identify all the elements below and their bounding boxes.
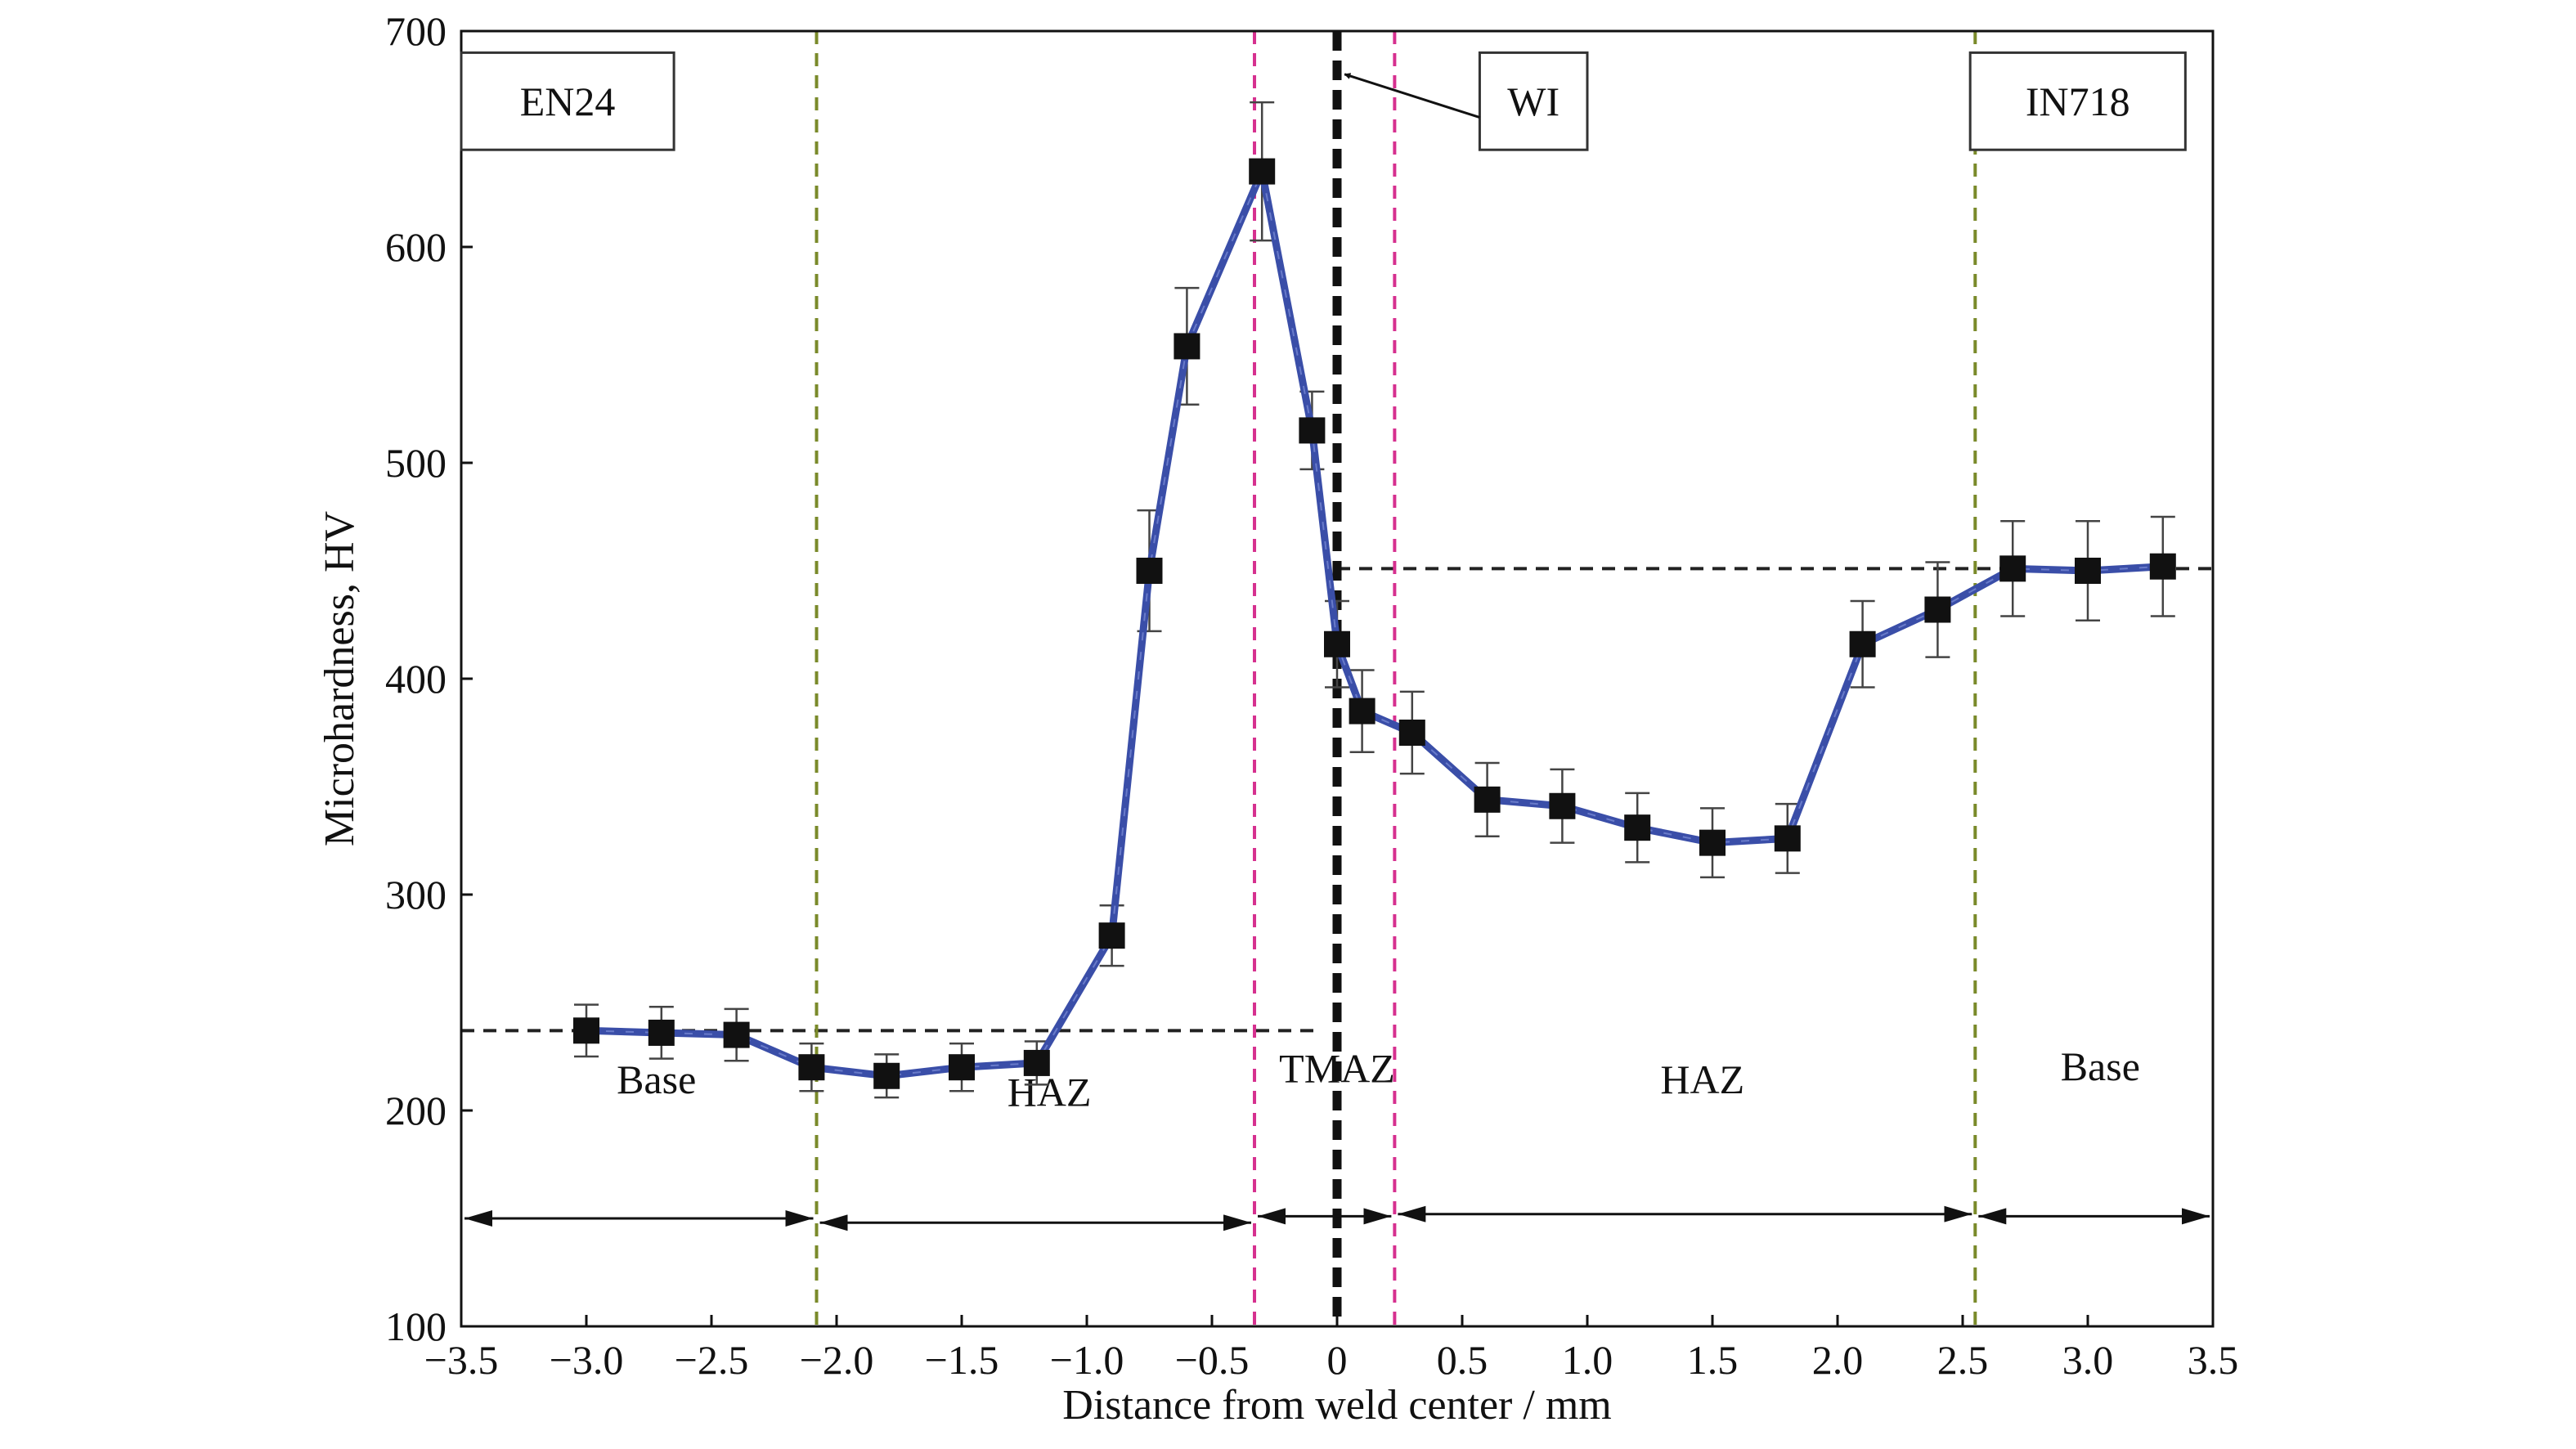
data-point-23 <box>2075 558 2101 584</box>
y-tick-label-4: 500 <box>385 440 447 486</box>
material-box-frame <box>1968 51 2187 151</box>
material-box-label: EN24 <box>520 79 616 124</box>
series-line-0 <box>586 168 2164 1080</box>
x-tick-label-7: 0 <box>1327 1337 1348 1383</box>
data-point-16 <box>1549 792 1576 819</box>
x-tick-label-11: 2.0 <box>1812 1337 1864 1383</box>
data-series <box>573 101 2176 1099</box>
zone-label-3: HAZ <box>1660 1056 1744 1102</box>
x-tick-label-6: −0.5 <box>1175 1337 1250 1383</box>
material-box-frame <box>1478 51 1589 151</box>
data-point-11 <box>1299 417 1326 444</box>
y-tick-label-2: 300 <box>385 872 447 917</box>
material-box-label: IN718 <box>2026 79 2130 124</box>
zone-label-4: Base <box>2061 1043 2140 1089</box>
data-point-8 <box>1136 558 1163 584</box>
data-point-5 <box>949 1054 975 1081</box>
zone-label-1: HAZ <box>1008 1070 1092 1115</box>
data-point-10 <box>1249 158 1276 185</box>
x-tick-label-4: −1.5 <box>925 1337 999 1383</box>
data-point-9 <box>1174 333 1200 360</box>
x-tick-label-12: 2.5 <box>1937 1337 1989 1383</box>
x-tick-label-1: −3.0 <box>550 1337 624 1383</box>
series-line-highlight-0 <box>586 168 2163 1077</box>
data-point-12 <box>1324 630 1350 657</box>
x-tick-label-3: −2.0 <box>800 1337 874 1383</box>
data-point-24 <box>2149 553 2176 580</box>
wi-pointer-arrow <box>1344 73 1480 119</box>
y-axis-label: Microhardness, HV <box>316 511 363 846</box>
data-point-22 <box>1999 555 2026 582</box>
x-tick-label-14: 3.5 <box>2188 1337 2239 1383</box>
data-point-21 <box>1924 596 1951 623</box>
annotations: EN24 WI IN718 <box>460 51 2187 151</box>
material-box-2: IN718 <box>1968 51 2187 151</box>
y-tick-label-6: 700 <box>385 8 447 54</box>
data-point-18 <box>1699 829 1726 856</box>
data-point-6 <box>1023 1049 1050 1076</box>
zone-label-0: Base <box>617 1056 696 1102</box>
x-tick-label-8: 0.5 <box>1437 1337 1488 1383</box>
data-point-13 <box>1349 698 1376 724</box>
data-point-14 <box>1398 720 1425 746</box>
x-tick-label-0: −3.5 <box>424 1337 499 1383</box>
x-tick-label-10: 1.5 <box>1687 1337 1739 1383</box>
y-tick-label-1: 200 <box>385 1088 447 1133</box>
axes: −3.5 −3.0 −2.5 −2.0 −1.5 −1.0 −0.5 0 0.5 1.0 1.5 2.… <box>316 8 2238 1429</box>
y-tick-label-3: 400 <box>385 656 447 702</box>
material-box-label: WI <box>1507 79 1560 124</box>
y-tick-label-0: 100 <box>385 1303 447 1349</box>
data-point-17 <box>1624 814 1651 841</box>
x-tick-label-13: 3.0 <box>2062 1337 2114 1383</box>
x-tick-label-5: −1.0 <box>1050 1337 1124 1383</box>
x-tick-label-9: 1.0 <box>1562 1337 1613 1383</box>
data-point-4 <box>873 1062 900 1089</box>
data-point-19 <box>1774 825 1801 852</box>
data-point-7 <box>1098 922 1125 949</box>
data-point-3 <box>798 1054 825 1081</box>
data-point-1 <box>648 1019 675 1046</box>
material-box-1: WI <box>1478 51 1589 151</box>
data-point-0 <box>573 1017 599 1044</box>
x-tick-label-2: −2.5 <box>675 1337 749 1383</box>
x-axis-label: Distance from weld center / mm <box>1062 1382 1611 1429</box>
data-point-20 <box>1849 630 1876 657</box>
data-point-15 <box>1474 786 1501 813</box>
data-point-2 <box>723 1021 750 1048</box>
zone-arrows: Base HAZ TMAZ HAZ Base <box>464 1043 2210 1231</box>
y-tick-label-5: 600 <box>385 224 447 270</box>
zone-label-2: TMAZ <box>1279 1046 1395 1092</box>
material-box-frame <box>460 51 675 151</box>
material-box-0: EN24 <box>460 51 675 151</box>
